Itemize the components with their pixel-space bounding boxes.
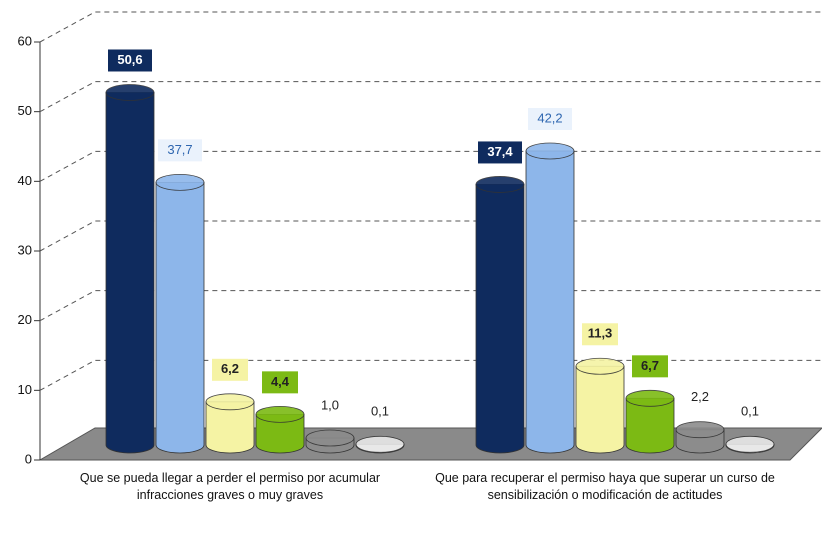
grid-line <box>39 81 822 113</box>
value-label: 4,4 <box>271 374 290 389</box>
grid-line <box>39 11 822 43</box>
y-tick-label: 30 <box>18 242 32 257</box>
label-box <box>528 108 572 131</box>
bar-top <box>355 435 405 453</box>
y-tick-label: 40 <box>18 173 32 188</box>
bar <box>205 401 255 454</box>
grid-line <box>39 220 822 252</box>
grid-line <box>39 359 822 391</box>
value-label: 0,1 <box>371 404 389 419</box>
value-label: 37,7 <box>167 142 192 157</box>
bar <box>525 150 575 454</box>
bar-top <box>475 176 525 193</box>
bar-top <box>205 393 255 411</box>
category-label: Que para recuperar el permiso haya que s… <box>435 471 775 502</box>
label-box <box>212 358 248 381</box>
y-tick-label: 50 <box>18 103 32 118</box>
value-label: 2,2 <box>691 389 709 404</box>
value-label: 50,6 <box>117 52 142 67</box>
y-tick-label: 20 <box>18 312 32 327</box>
bar-top <box>155 173 205 191</box>
y-tick-label: 0 <box>25 451 32 466</box>
bar <box>575 365 625 454</box>
value-label: 6,2 <box>221 361 239 376</box>
bar-top <box>105 84 155 101</box>
bar-top <box>305 429 355 447</box>
label-box <box>478 141 522 164</box>
value-label: 1,0 <box>321 397 339 412</box>
bar-top <box>575 357 625 375</box>
bar-top <box>625 389 675 407</box>
label-box <box>582 323 618 346</box>
value-label: 0,1 <box>741 404 759 419</box>
bar <box>155 181 205 454</box>
bar <box>475 184 525 454</box>
grid-line <box>39 150 822 182</box>
bar <box>255 413 305 454</box>
bar-top <box>725 435 775 453</box>
bar-top <box>525 142 575 160</box>
label-box <box>262 371 298 394</box>
label-box <box>158 139 202 162</box>
grid-line <box>39 290 822 322</box>
value-label: 42,2 <box>537 110 562 125</box>
bar <box>625 397 675 454</box>
value-label: 6,7 <box>641 358 659 373</box>
label-box <box>108 49 152 72</box>
y-tick-label: 10 <box>18 382 32 397</box>
bar-top <box>255 405 305 423</box>
bar <box>105 92 155 454</box>
y-tick-label: 60 <box>18 33 32 48</box>
bar-top <box>675 421 725 439</box>
value-label: 37,4 <box>487 144 513 159</box>
category-label: Que se pueda llegar a perder el permiso … <box>79 471 381 502</box>
value-label: 11,3 <box>588 326 613 341</box>
label-box <box>632 355 668 378</box>
